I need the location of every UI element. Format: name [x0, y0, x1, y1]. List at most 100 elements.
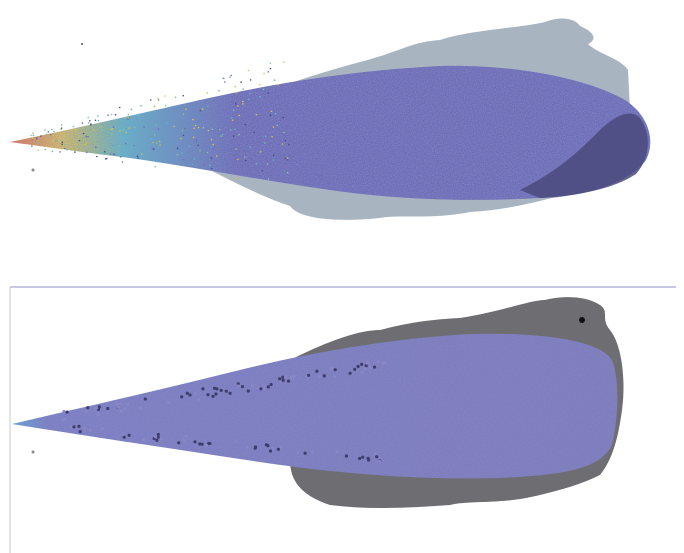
- droplet: [365, 364, 368, 367]
- droplet: [251, 123, 253, 125]
- droplet: [377, 360, 380, 363]
- droplet: [157, 433, 160, 436]
- droplet: [213, 100, 215, 102]
- droplet: [203, 164, 205, 166]
- droplet: [270, 115, 272, 117]
- spray-cloud: [12, 334, 617, 479]
- droplet: [86, 152, 88, 154]
- droplet: [196, 141, 198, 143]
- droplet: [96, 156, 98, 158]
- droplet: [158, 128, 160, 130]
- droplet: [282, 379, 285, 382]
- droplet: [142, 438, 145, 441]
- droplet: [224, 81, 226, 83]
- droplet: [273, 154, 275, 156]
- droplet: [182, 130, 184, 132]
- droplet: [262, 170, 264, 172]
- droplet: [118, 153, 120, 155]
- droplet: [115, 114, 117, 116]
- stray-droplet: [32, 451, 35, 454]
- droplet: [242, 103, 244, 105]
- droplet: [185, 108, 187, 110]
- droplet: [373, 366, 376, 369]
- droplet: [353, 368, 356, 371]
- droplet: [85, 410, 88, 413]
- droplet: [248, 70, 250, 72]
- droplet: [138, 115, 140, 117]
- droplet: [205, 444, 208, 447]
- droplet: [244, 157, 246, 159]
- droplet: [183, 135, 185, 137]
- droplet: [234, 440, 237, 443]
- droplet: [290, 376, 293, 379]
- droplet: [315, 370, 318, 373]
- droplet: [113, 126, 115, 128]
- droplet: [207, 152, 209, 154]
- droplet: [263, 385, 266, 388]
- droplet: [196, 139, 198, 141]
- droplet: [121, 433, 124, 436]
- droplet: [213, 148, 215, 150]
- droplet: [265, 136, 267, 138]
- droplet: [207, 106, 209, 108]
- droplet: [154, 435, 157, 438]
- droplet: [89, 120, 91, 122]
- droplet: [137, 157, 139, 159]
- droplet: [87, 117, 89, 119]
- droplet: [154, 134, 156, 136]
- droplet: [124, 117, 126, 119]
- droplet: [378, 460, 381, 463]
- droplet: [246, 446, 249, 449]
- droplet: [32, 138, 34, 140]
- droplet: [61, 144, 63, 146]
- droplet: [241, 385, 244, 388]
- droplet: [44, 129, 46, 131]
- droplet: [82, 122, 84, 124]
- droplet: [244, 151, 246, 153]
- droplet: [278, 377, 281, 380]
- droplet: [245, 160, 247, 162]
- droplet: [259, 141, 261, 143]
- droplet: [219, 129, 221, 131]
- droplet: [282, 143, 284, 145]
- droplet: [183, 159, 185, 161]
- droplet: [79, 430, 82, 433]
- droplet: [273, 126, 275, 128]
- droplet: [152, 148, 154, 150]
- droplet: [197, 398, 200, 401]
- droplet: [197, 145, 199, 147]
- droplet: [277, 84, 279, 86]
- droplet: [366, 361, 369, 364]
- droplet: [235, 148, 237, 150]
- droplet: [271, 136, 273, 138]
- droplet: [65, 144, 67, 146]
- page: Spray plume comparison {} html, body { m…: [0, 0, 684, 553]
- droplet: [238, 145, 240, 147]
- droplet: [66, 149, 68, 151]
- droplet: [51, 129, 53, 131]
- droplet: [89, 429, 92, 432]
- droplet: [287, 380, 290, 383]
- droplet: [97, 115, 99, 117]
- droplet: [158, 99, 160, 101]
- droplet: [283, 61, 285, 63]
- droplet: [220, 389, 223, 392]
- droplet: [198, 442, 201, 445]
- droplet: [56, 140, 58, 142]
- droplet: [131, 109, 133, 111]
- droplet: [357, 365, 360, 368]
- droplet: [88, 134, 90, 136]
- droplet: [129, 127, 131, 129]
- droplet: [164, 95, 166, 97]
- droplet: [282, 117, 284, 119]
- droplet: [268, 178, 270, 180]
- droplet: [270, 383, 273, 386]
- droplet: [284, 158, 286, 160]
- droplet: [128, 114, 130, 116]
- droplet: [275, 113, 277, 115]
- droplet: [333, 375, 336, 378]
- droplet: [263, 73, 265, 75]
- droplet: [180, 395, 183, 398]
- droplet: [119, 107, 121, 109]
- droplet: [193, 137, 195, 139]
